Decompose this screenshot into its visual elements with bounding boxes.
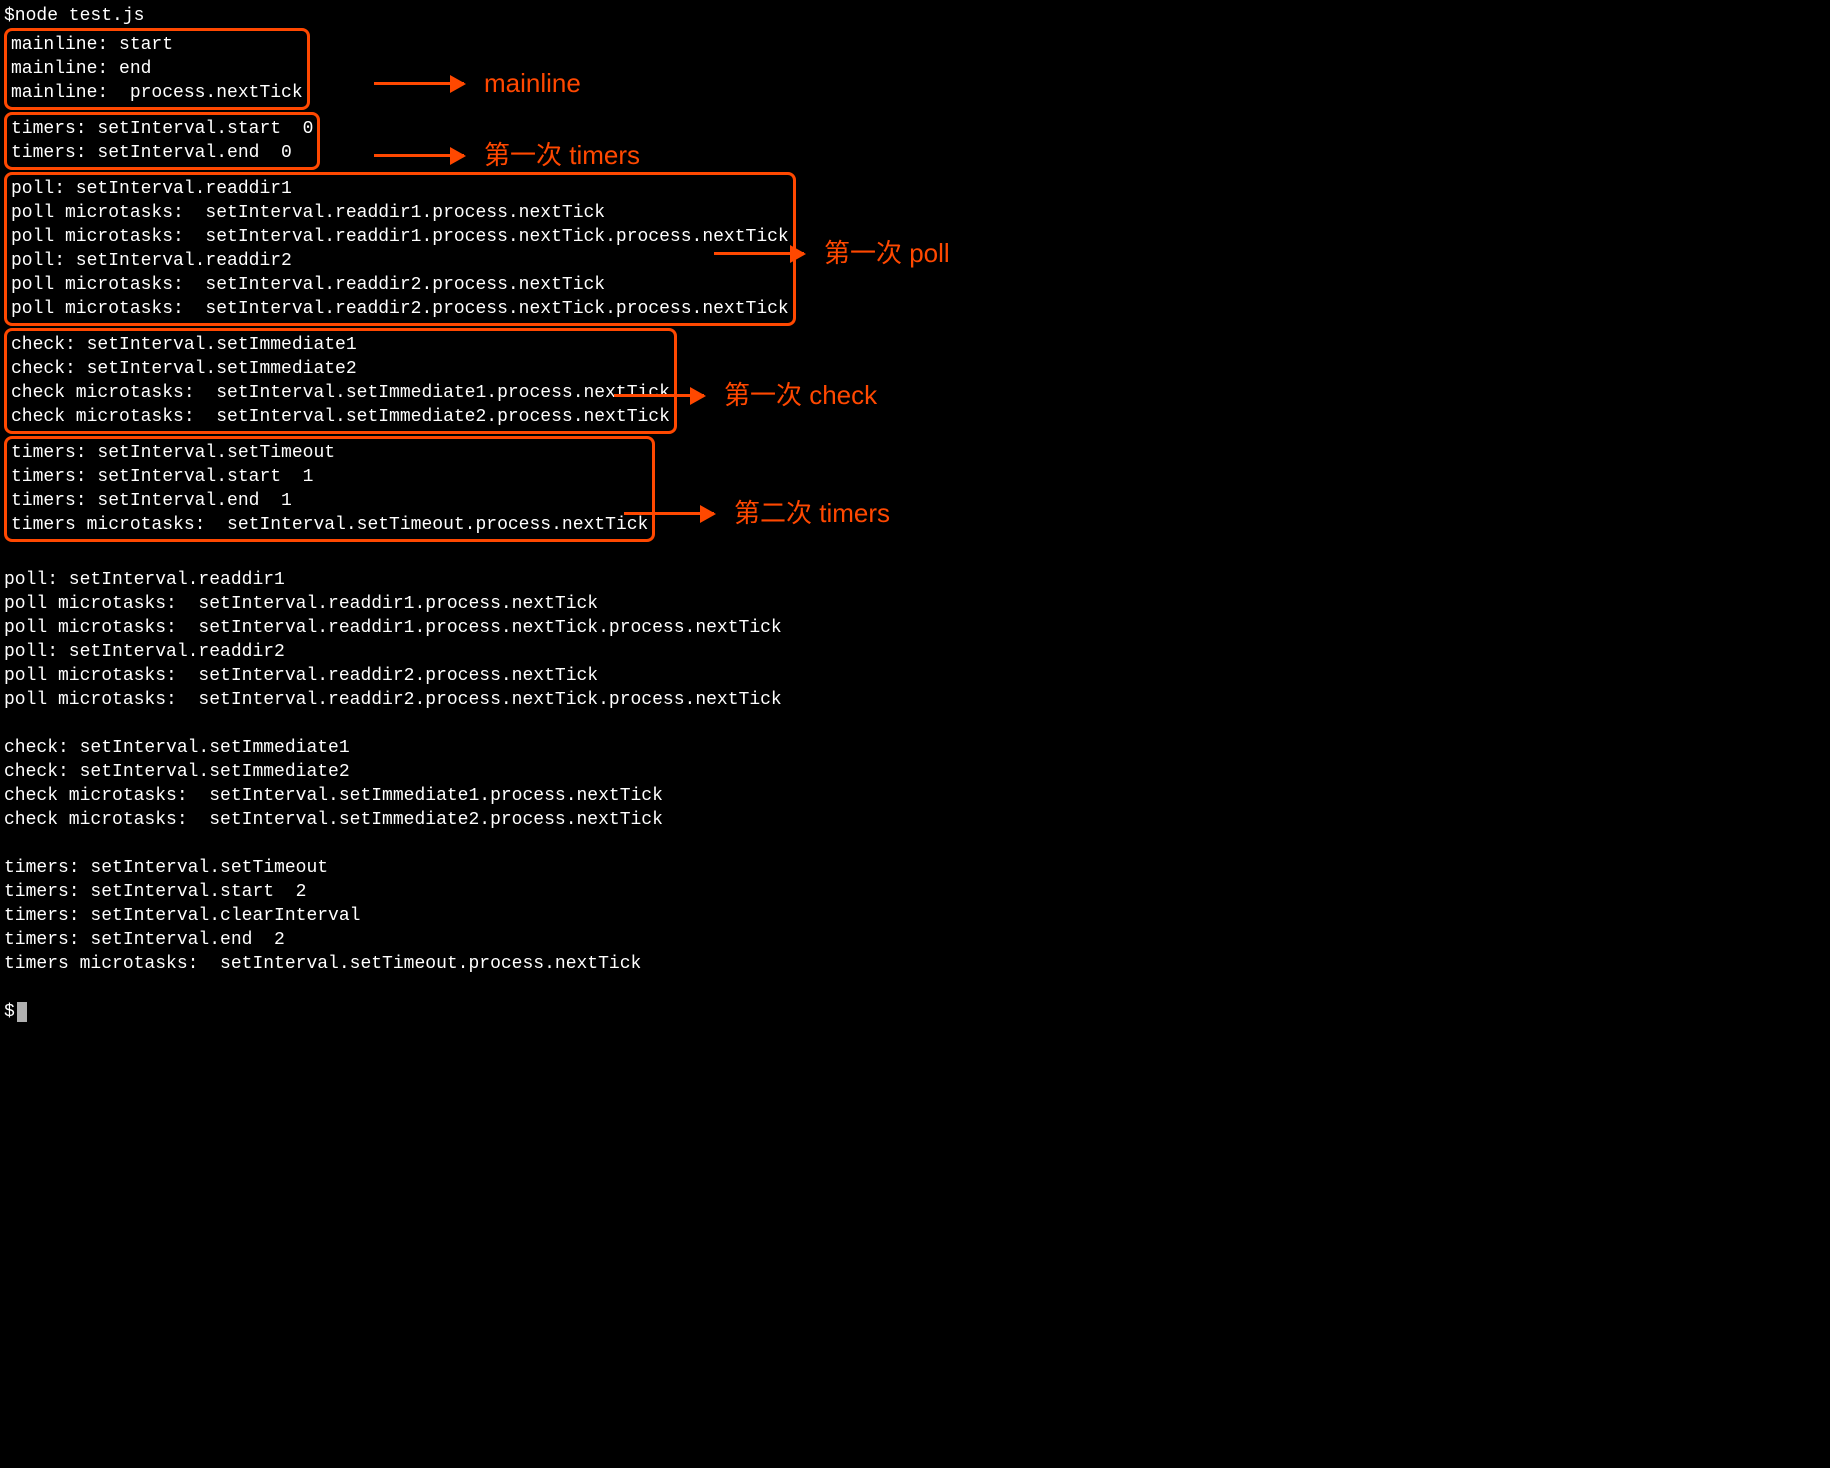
output-line: check: setInterval.setImmediate1 (11, 333, 670, 357)
output-line: poll: setInterval.readdir1 (4, 568, 1826, 592)
output-line: poll: setInterval.readdir1 (11, 177, 789, 201)
output-line: check microtasks: setInterval.setImmedia… (11, 405, 670, 429)
output-line: timers: setInterval.end 2 (4, 928, 1826, 952)
output-line: timers: setInterval.setTimeout (11, 441, 648, 465)
block-poll-1: poll: setInterval.readdir1 poll microtas… (4, 172, 796, 326)
output-line: poll: setInterval.readdir2 (4, 640, 1826, 664)
arrow-icon (624, 512, 714, 515)
arrow-icon (374, 82, 464, 85)
output-line: timers: setInterval.start 1 (11, 465, 648, 489)
terminal-output: $node test.js mainline: start mainline: … (4, 4, 1826, 1024)
output-line: poll: setInterval.readdir2 (11, 249, 789, 273)
output-line: timers: setInterval.start 2 (4, 880, 1826, 904)
annotation-timers-2: 第二次 timers (624, 496, 890, 531)
output-line: poll microtasks: setInterval.readdir2.pr… (11, 273, 789, 297)
command-line: $node test.js (4, 4, 1826, 28)
arrow-icon (614, 394, 704, 397)
output-line: check: setInterval.setImmediate2 (4, 760, 1826, 784)
output-line: check microtasks: setInterval.setImmedia… (4, 808, 1826, 832)
block-check-1: check: setInterval.setImmediate1 check: … (4, 328, 677, 434)
annotation-timers-1: 第一次 timers (374, 138, 640, 173)
arrow-icon (374, 154, 464, 157)
output-line: timers: setInterval.end 1 (11, 489, 648, 513)
block-timers-1: timers: setInterval.start 0 timers: setI… (4, 112, 320, 170)
output-line: check: setInterval.setImmediate1 (4, 736, 1826, 760)
cursor-icon (17, 1002, 27, 1022)
block-timers-2: timers: setInterval.setTimeout timers: s… (4, 436, 655, 542)
output-line: timers: setInterval.start 0 (11, 117, 313, 141)
annotation-label: mainline (484, 66, 581, 101)
prompt-line[interactable]: $ (4, 1000, 1826, 1024)
output-line: timers: setInterval.setTimeout (4, 856, 1826, 880)
output-line: check microtasks: setInterval.setImmedia… (4, 784, 1826, 808)
output-line: mainline: end (11, 57, 303, 81)
block-mainline: mainline: start mainline: end mainline: … (4, 28, 310, 110)
annotation-label: 第一次 timers (484, 138, 640, 173)
arrow-icon (714, 252, 804, 255)
annotation-check-1: 第一次 check (614, 378, 877, 413)
output-line: poll microtasks: setInterval.readdir2.pr… (11, 297, 789, 321)
output-line: check: setInterval.setImmediate2 (11, 357, 670, 381)
annotation-mainline: mainline (374, 66, 581, 101)
output-line: poll microtasks: setInterval.readdir1.pr… (11, 201, 789, 225)
output-line: mainline: start (11, 33, 303, 57)
block-poll-2: poll: setInterval.readdir1 poll microtas… (4, 568, 1826, 712)
output-line: poll microtasks: setInterval.readdir1.pr… (4, 592, 1826, 616)
output-line: poll microtasks: setInterval.readdir1.pr… (11, 225, 789, 249)
block-timers-3: timers: setInterval.setTimeout timers: s… (4, 856, 1826, 976)
output-line: timers: setInterval.clearInterval (4, 904, 1826, 928)
output-line: check microtasks: setInterval.setImmedia… (11, 381, 670, 405)
output-line: timers microtasks: setInterval.setTimeou… (11, 513, 648, 537)
output-line: timers microtasks: setInterval.setTimeou… (4, 952, 1826, 976)
output-line: timers: setInterval.end 0 (11, 141, 313, 165)
prompt-char: $ (4, 1002, 15, 1022)
output-line: poll microtasks: setInterval.readdir1.pr… (4, 616, 1826, 640)
block-check-2: check: setInterval.setImmediate1 check: … (4, 736, 1826, 832)
annotation-poll-1: 第一次 poll (714, 236, 950, 271)
annotation-label: 第一次 check (724, 378, 877, 413)
output-line: poll microtasks: setInterval.readdir2.pr… (4, 688, 1826, 712)
annotation-label: 第二次 timers (734, 496, 890, 531)
output-line: poll microtasks: setInterval.readdir2.pr… (4, 664, 1826, 688)
output-line: mainline: process.nextTick (11, 81, 303, 105)
annotation-label: 第一次 poll (824, 236, 950, 271)
